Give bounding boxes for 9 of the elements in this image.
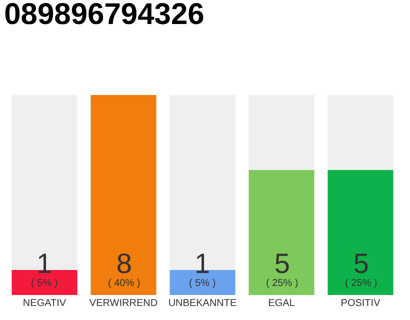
x-tick-label: VERWIRREND [89,298,158,309]
x-tick-label: UNBEKANNTE [168,298,237,309]
data-label: 8 ( 40% ) [108,248,140,289]
x-tick-label: POSITIV [340,298,381,309]
chart-title: 089896794326 [4,0,204,32]
x-tick-label: NEGATIV [22,298,66,309]
x-tick-label: EGAL [268,298,296,309]
data-label: 5 ( 25% ) [345,248,378,289]
data-label: 5 ( 25% ) [266,248,298,289]
